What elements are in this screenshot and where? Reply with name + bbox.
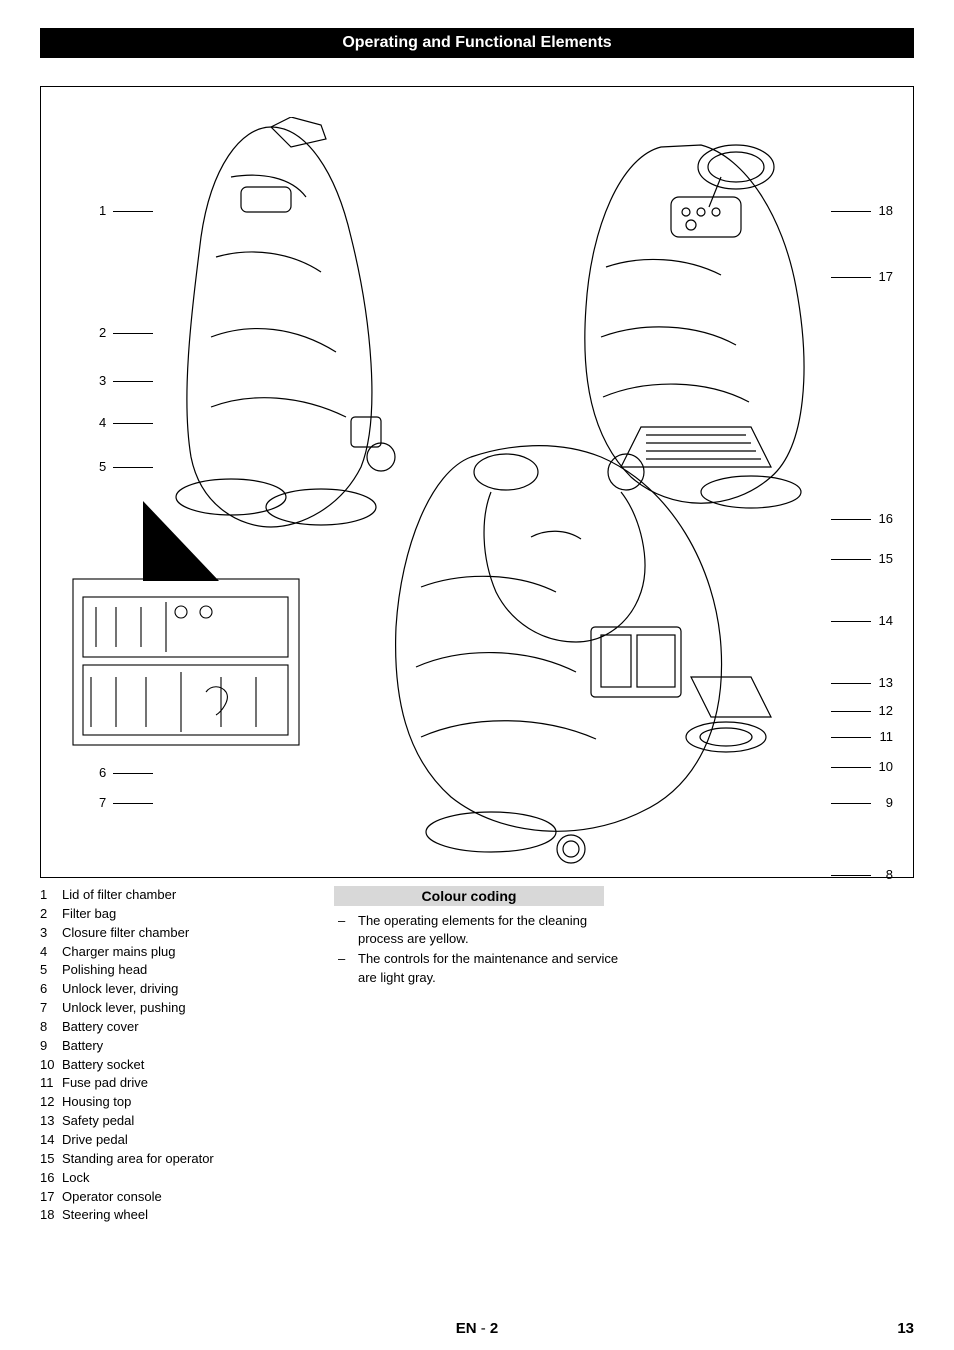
diagram-frame: 1234567 18171615141312111098 bbox=[40, 86, 914, 878]
footer-lang: EN bbox=[456, 1320, 477, 1337]
legend-item: 17Operator console bbox=[40, 1188, 310, 1207]
colour-coding-list: –The operating elements for the cleaning… bbox=[334, 912, 634, 987]
callout-number: 3 bbox=[99, 373, 106, 388]
callout-number: 15 bbox=[879, 551, 893, 566]
legend-item: 12Housing top bbox=[40, 1093, 310, 1112]
footer-page-number: 13 bbox=[897, 1320, 914, 1337]
legend-item: 8Battery cover bbox=[40, 1018, 310, 1037]
callout-number: 10 bbox=[879, 759, 893, 774]
legend-list: 1Lid of filter chamber2Filter bag3Closur… bbox=[40, 886, 310, 1225]
callout-number: 11 bbox=[880, 729, 894, 744]
callout-number: 16 bbox=[879, 511, 893, 526]
callout-number: 1 bbox=[99, 203, 106, 218]
legend-item: 15Standing area for operator bbox=[40, 1150, 310, 1169]
legend-item: 18Steering wheel bbox=[40, 1206, 310, 1225]
footer-sep: - bbox=[481, 1320, 490, 1337]
legend-item: 9Battery bbox=[40, 1037, 310, 1056]
legend-item: 3Closure filter chamber bbox=[40, 924, 310, 943]
colour-coding-heading: Colour coding bbox=[334, 886, 604, 906]
legend-item: 7Unlock lever, pushing bbox=[40, 999, 310, 1018]
legend-item: 10Battery socket bbox=[40, 1056, 310, 1075]
callout-number: 5 bbox=[99, 459, 106, 474]
legend-item: 6Unlock lever, driving bbox=[40, 980, 310, 999]
callout-number: 9 bbox=[886, 795, 893, 810]
callout-number: 18 bbox=[879, 203, 893, 218]
callout-number: 12 bbox=[879, 703, 893, 718]
callout-number: 17 bbox=[879, 269, 893, 284]
legend-item: 2Filter bag bbox=[40, 905, 310, 924]
legend-item: 16Lock bbox=[40, 1169, 310, 1188]
legend-item: 4Charger mains plug bbox=[40, 943, 310, 962]
callout-number: 8 bbox=[886, 867, 893, 882]
callout-number: 2 bbox=[99, 325, 106, 340]
callout-number: 7 bbox=[99, 795, 106, 810]
callout-number: 14 bbox=[879, 613, 893, 628]
section-header: Operating and Functional Elements bbox=[40, 28, 914, 58]
legend-item: 13Safety pedal bbox=[40, 1112, 310, 1131]
footer-subpage: 2 bbox=[490, 1320, 498, 1337]
legend-item: 1Lid of filter chamber bbox=[40, 886, 310, 905]
colour-coding-item: –The operating elements for the cleaning… bbox=[334, 912, 634, 948]
legend-item: 14Drive pedal bbox=[40, 1131, 310, 1150]
legend-item: 5Polishing head bbox=[40, 961, 310, 980]
detail-inset bbox=[71, 577, 301, 747]
callout-number: 4 bbox=[99, 415, 106, 430]
callout-number: 6 bbox=[99, 765, 106, 780]
colour-coding-item: –The controls for the maintenance and se… bbox=[334, 950, 634, 986]
legend-item: 11Fuse pad drive bbox=[40, 1074, 310, 1093]
machine-view-open bbox=[321, 417, 801, 867]
zoom-indicator bbox=[137, 497, 227, 587]
callout-number: 13 bbox=[879, 675, 893, 690]
